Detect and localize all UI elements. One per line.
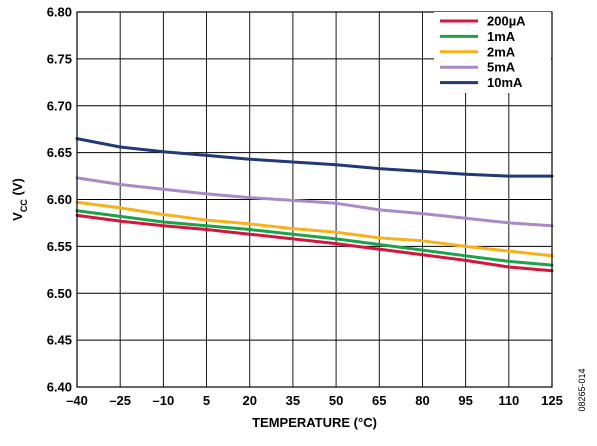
x-axis-title: TEMPERATURE (°C) — [252, 415, 377, 430]
legend-label: 5mA — [487, 60, 516, 75]
x-tick-label: 50 — [329, 393, 343, 408]
x-tick-label: 65 — [372, 393, 386, 408]
y-axis-title-subscript: CC — [19, 199, 29, 212]
y-tick-label: 6.60 — [47, 192, 72, 207]
y-tick-label: 6.65 — [47, 145, 72, 160]
x-tick-label: 95 — [458, 393, 472, 408]
x-tick-label: 35 — [286, 393, 300, 408]
y-axis-title-symbol: V — [10, 212, 25, 221]
y-tick-labels: 6.40 6.45 6.50 6.55 6.60 6.65 6.70 6.75 6.80 — [47, 5, 72, 395]
x-tick-label: 20 — [242, 393, 256, 408]
legend-label: 200µA — [487, 14, 526, 29]
series-lines — [75, 137, 554, 273]
plot-frame — [76, 11, 553, 388]
x-tick-label: 110 — [498, 393, 519, 408]
y-tick-label: 6.80 — [47, 5, 72, 20]
x-tick-label: 80 — [415, 393, 429, 408]
series-line-4 — [75, 137, 554, 178]
series-line-1 — [75, 209, 554, 267]
series-line-2 — [75, 200, 554, 258]
y-tick-label: 6.75 — [47, 51, 72, 66]
y-tick-label: 6.70 — [47, 98, 72, 113]
x-tick-label: –40 — [66, 393, 88, 408]
x-tick-label: –25 — [109, 393, 131, 408]
x-tick-label: 5 — [203, 393, 210, 408]
y-tick-label: 6.55 — [47, 239, 72, 254]
x-tick-label: –10 — [153, 393, 175, 408]
series-line-0 — [75, 213, 554, 273]
y-tick-label: 6.50 — [47, 286, 72, 301]
y-axis-title: VCC (V) — [10, 178, 29, 221]
x-tick-labels: –40 –25 –10 5 20 35 50 65 80 95 110 125 — [66, 393, 563, 408]
figure-code: 08265-014 — [577, 368, 587, 411]
legend-label: 1mA — [487, 29, 516, 44]
legend-label: 2mA — [487, 44, 516, 59]
y-tick-label: 6.45 — [47, 333, 72, 348]
x-tick-label: 125 — [541, 393, 563, 408]
legend-label: 10mA — [487, 75, 523, 90]
series-line-3 — [75, 176, 554, 228]
y-tick-label: 6.40 — [47, 380, 72, 395]
y-axis-title-unit: (V) — [10, 178, 25, 199]
